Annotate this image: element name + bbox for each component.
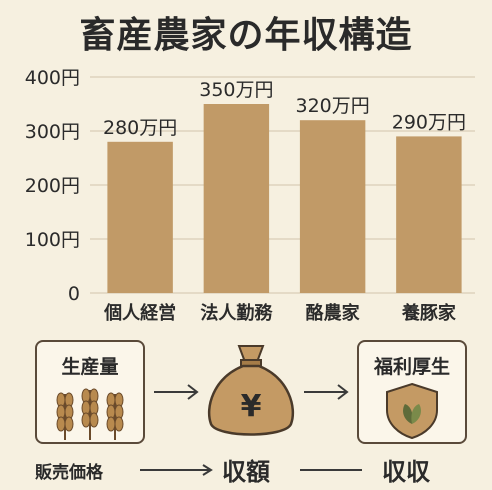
- bar-value-label: 350万円: [199, 79, 273, 101]
- price-label: 販売価格: [35, 463, 103, 483]
- x-tick-label: 酪農家: [306, 302, 361, 324]
- arrow-right-icon-3: [140, 464, 213, 476]
- page-title: 畜産農家の年収構造: [79, 15, 413, 56]
- benefits-label: 福利厚生: [373, 356, 450, 378]
- arrow-right-icon: [154, 384, 199, 400]
- bar-chart: 0 100円 200円 300円 400円 280万円 350万円 320万円 290万円 個…: [25, 67, 475, 324]
- income-flow-diagram: 生産量: [0, 330, 492, 490]
- arrow-right-icon-2: [304, 384, 349, 400]
- bar-value-label: 290万円: [392, 111, 466, 133]
- y-tick-label: 0: [68, 283, 80, 305]
- x-tick-label: 法人勤務: [200, 302, 273, 324]
- y-tick-label: 200円: [25, 175, 80, 197]
- revenue-label: 収額: [222, 458, 270, 486]
- y-tick-label: 400円: [25, 67, 80, 89]
- x-tick-label: 個人経営: [103, 302, 176, 324]
- production-label: 生産量: [61, 356, 119, 378]
- benefits-card: 福利厚生: [357, 340, 467, 444]
- y-tick-label: 300円: [25, 121, 80, 143]
- production-card: 生産量: [35, 340, 145, 444]
- bar-value-label: 320万円: [295, 95, 369, 117]
- y-axis-ticks: 0 100円 200円 300円 400円: [25, 67, 80, 305]
- bars: [107, 104, 462, 293]
- connector-line: [300, 469, 362, 471]
- shield-leaf-icon: [386, 382, 438, 440]
- y-tick-label: 100円: [25, 229, 80, 251]
- money-bag-icon: ¥: [207, 345, 295, 436]
- yen-symbol: ¥: [241, 389, 262, 424]
- bar: [396, 136, 462, 293]
- bar: [203, 104, 270, 293]
- x-axis-ticks: 個人経営 法人勤務 酪農家 養豚家: [103, 302, 457, 324]
- wheat-icon: [56, 388, 124, 440]
- value-labels: 280万円 350万円 320万円 290万円: [103, 79, 466, 139]
- bar-value-label: 280万円: [103, 117, 177, 139]
- x-tick-label: 養豚家: [401, 302, 457, 324]
- bar: [299, 120, 366, 293]
- income-label: 収収: [382, 458, 430, 486]
- bar: [107, 141, 173, 293]
